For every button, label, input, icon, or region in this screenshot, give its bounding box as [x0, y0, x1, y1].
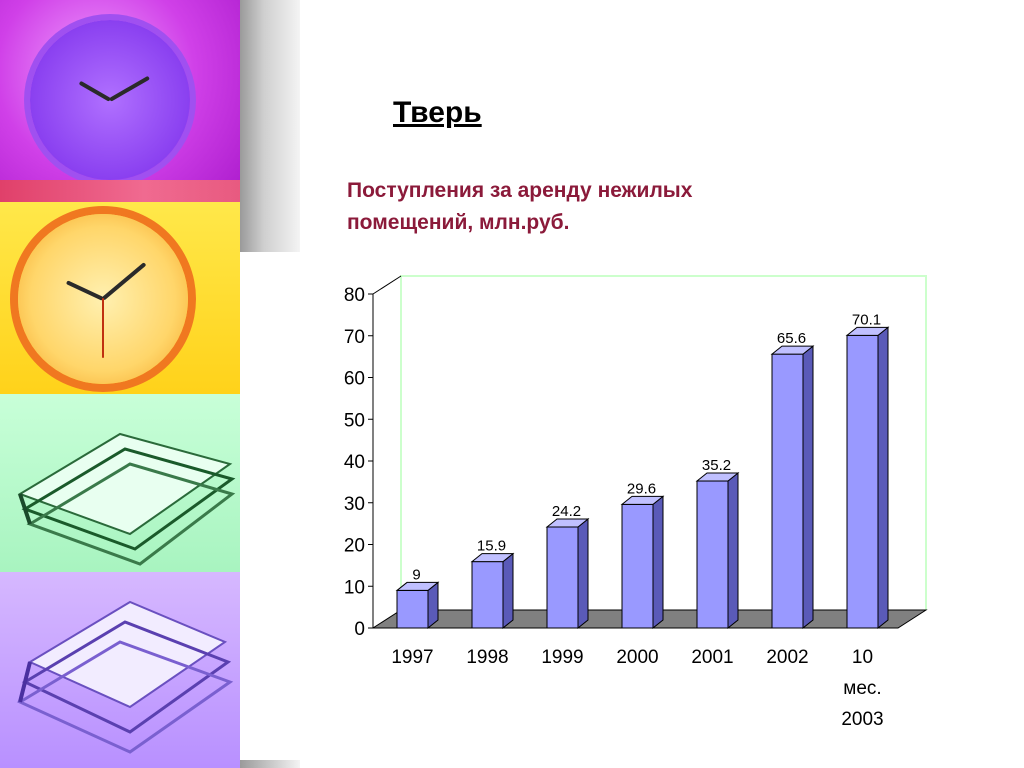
bar-top: [770, 345, 815, 355]
bar-top: [620, 495, 665, 505]
bar-side: [802, 345, 814, 630]
bar: [471, 561, 504, 629]
data-label: 24.2: [552, 503, 581, 520]
data-label: 65.6: [777, 330, 806, 347]
x-tick-label: 1998: [466, 647, 508, 668]
violet-papers-panel: [0, 572, 240, 768]
purple-clock-panel: [0, 0, 240, 180]
data-label: 15.9: [477, 538, 506, 555]
slide-title: Тверь: [393, 96, 482, 129]
green-papers-panel: [0, 394, 240, 572]
bar-side: [577, 517, 589, 630]
bar-top: [545, 518, 590, 528]
strip-shadow: [240, 0, 300, 252]
orange-clock-panel: [0, 202, 240, 394]
bar-top: [470, 553, 515, 563]
x-tick-label: мес.: [843, 678, 881, 699]
bar: [546, 526, 579, 629]
y-tick-label: 60: [344, 369, 365, 390]
y-axis-depth: [372, 275, 402, 295]
orange-clock-icon: [18, 214, 188, 384]
bar-side: [502, 552, 514, 630]
y-tick-label: 30: [344, 494, 365, 515]
y-tick-label: 70: [344, 327, 365, 348]
bar: [696, 480, 729, 629]
x-tick-label: 2001: [691, 647, 733, 668]
y-tick-label: 40: [344, 452, 365, 473]
bar-top: [695, 472, 740, 482]
data-label: 70.1: [852, 311, 881, 328]
data-label: 9: [412, 566, 420, 583]
x-tick-label: 1997: [391, 647, 433, 668]
data-label: 29.6: [627, 480, 656, 497]
chart-back-wall: [400, 275, 927, 610]
y-tick-label: 20: [344, 536, 365, 557]
bar: [771, 353, 804, 629]
bar-side: [652, 495, 664, 630]
bar-top: [395, 581, 440, 591]
violet-paper-stack-icon: [16, 600, 234, 754]
bar: [846, 334, 879, 629]
x-tick-label: 1999: [541, 647, 583, 668]
y-tick-label: 10: [344, 577, 365, 598]
x-tick-label: 10: [852, 647, 873, 668]
strip-shadow-bottom: [240, 760, 300, 768]
bar-side: [877, 326, 889, 630]
data-label: 35.2: [702, 457, 731, 474]
bar-side: [727, 471, 739, 630]
decorative-photo-strip: [0, 0, 240, 768]
x-tick-label: 2000: [616, 647, 658, 668]
bar: [396, 589, 429, 629]
chart-subtitle: Поступления за аренду нежилых помещений,…: [347, 179, 693, 234]
y-tick-label: 50: [344, 410, 365, 431]
y-tick-label: 80: [344, 285, 365, 306]
bar: [621, 503, 654, 629]
bar-top: [845, 326, 890, 336]
x-tick-label: 2002: [766, 647, 808, 668]
y-tick-label: 0: [354, 619, 365, 640]
purple-clock-icon: [30, 20, 190, 180]
green-paper-stack-icon: [17, 432, 236, 566]
pink-band: [0, 180, 240, 202]
x-tick-label: 2003: [841, 709, 883, 730]
